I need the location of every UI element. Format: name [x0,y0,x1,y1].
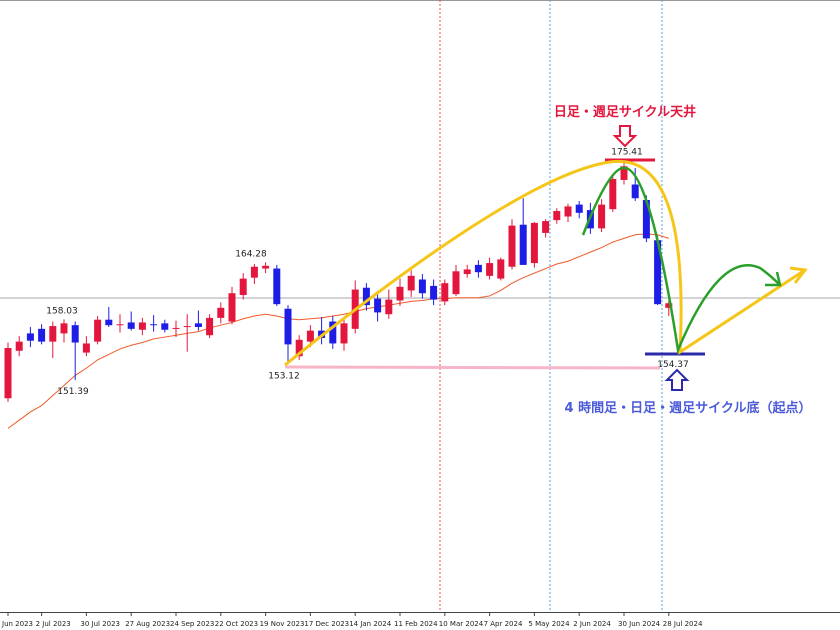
candle-body [15,341,23,351]
candle-body [273,268,281,305]
candle-body [385,299,393,315]
price-label: 164.28 [235,249,267,259]
candle-body [542,221,550,233]
candle-body [609,179,617,210]
candle-body [519,224,527,265]
moving-average [7,233,669,429]
candle-body [250,266,258,278]
up-arrow [664,368,690,391]
candle-body [642,200,650,239]
candle-body [239,278,247,296]
candle-body [396,286,404,301]
candle-body [340,323,348,344]
x-tick-label: 5 May 2024 [528,620,570,628]
price-label: 175.41 [611,148,643,158]
top-annotation: 日足・週足サイクル天井 [554,104,696,120]
yellow-curve [284,159,806,367]
green-arrowhead [765,271,782,287]
x-tick-label: 27 Aug 2023 [125,620,170,628]
price-label: 158.03 [46,306,78,316]
candle-body [150,324,158,326]
support-line [284,365,661,370]
candle-body [452,271,460,295]
candle-body [486,263,494,276]
x-tick-label: 14 Jan 2024 [349,620,392,628]
candle-body [38,328,46,342]
candle-body [430,285,438,300]
candle-body [82,343,90,353]
candle-body [49,326,57,342]
x-tick-label: 17 Dec 2023 [304,620,349,628]
candle-body [26,333,34,341]
candle-body [418,279,426,294]
down-arrow [612,125,638,148]
candle-body [4,348,12,399]
x-tick-label: 30 Jun 2024 [618,620,661,628]
x-tick-label: 19 Nov 2023 [260,620,305,628]
candle-body [138,322,146,330]
candle-body [631,184,639,199]
candle-body [228,293,236,322]
x-tick-label: 22 Oct 2023 [215,620,258,628]
x-tick-label: 30 Jul 2023 [80,620,120,628]
candle-body [474,264,482,273]
price-label: 154.37 [657,360,689,370]
candle-body [94,319,102,342]
candle-body [497,259,505,279]
price-label: 153.12 [268,371,300,381]
candle-body [441,283,449,302]
candle-body [127,322,135,329]
candle-body [329,321,337,344]
candle-body [295,339,303,357]
candle-body [620,166,628,180]
candle-body [60,323,68,334]
x-tick-label: 24 Sep 2023 [170,620,214,628]
candle-body [172,327,180,329]
candle-body [284,308,292,345]
candle-body [217,307,225,318]
candle-body [508,225,516,267]
candle-body [654,240,662,305]
candle-body [665,303,673,308]
candle-body [407,275,415,291]
x-tick-label: 2 Jun 2024 [573,620,611,628]
x-tick-label: Jun 2023 [1,620,33,628]
green-curve [581,166,781,355]
x-tick-label: 11 Feb 2024 [394,620,438,628]
yellow-arrowhead [789,266,808,284]
candle-body [306,330,314,342]
candle-body [374,298,382,313]
bottom-annotation: 4 時間足・日足・週足サイクル底（起点） [565,400,812,416]
candle-body [530,222,538,264]
candle-body [194,323,202,328]
price-label: 151.39 [57,387,89,397]
x-tick-label: 28 Jul 2024 [663,620,703,628]
candle-body [564,206,572,217]
x-tick-label: 10 Mar 2024 [439,620,484,628]
candle-body [183,326,191,328]
candle-body [553,211,561,221]
candle-body [262,265,270,269]
x-tick-label: 7 Apr 2024 [484,620,523,628]
candle-body [463,269,471,275]
candle-body [575,204,583,213]
candle-body [362,287,370,306]
candle-body [71,325,79,343]
candle-body [598,204,606,229]
x-tick-label: 2 Jul 2023 [36,620,71,628]
candle-body [105,319,113,326]
candle-body [161,323,169,330]
candle-body [116,324,124,326]
candle-body [206,317,214,336]
